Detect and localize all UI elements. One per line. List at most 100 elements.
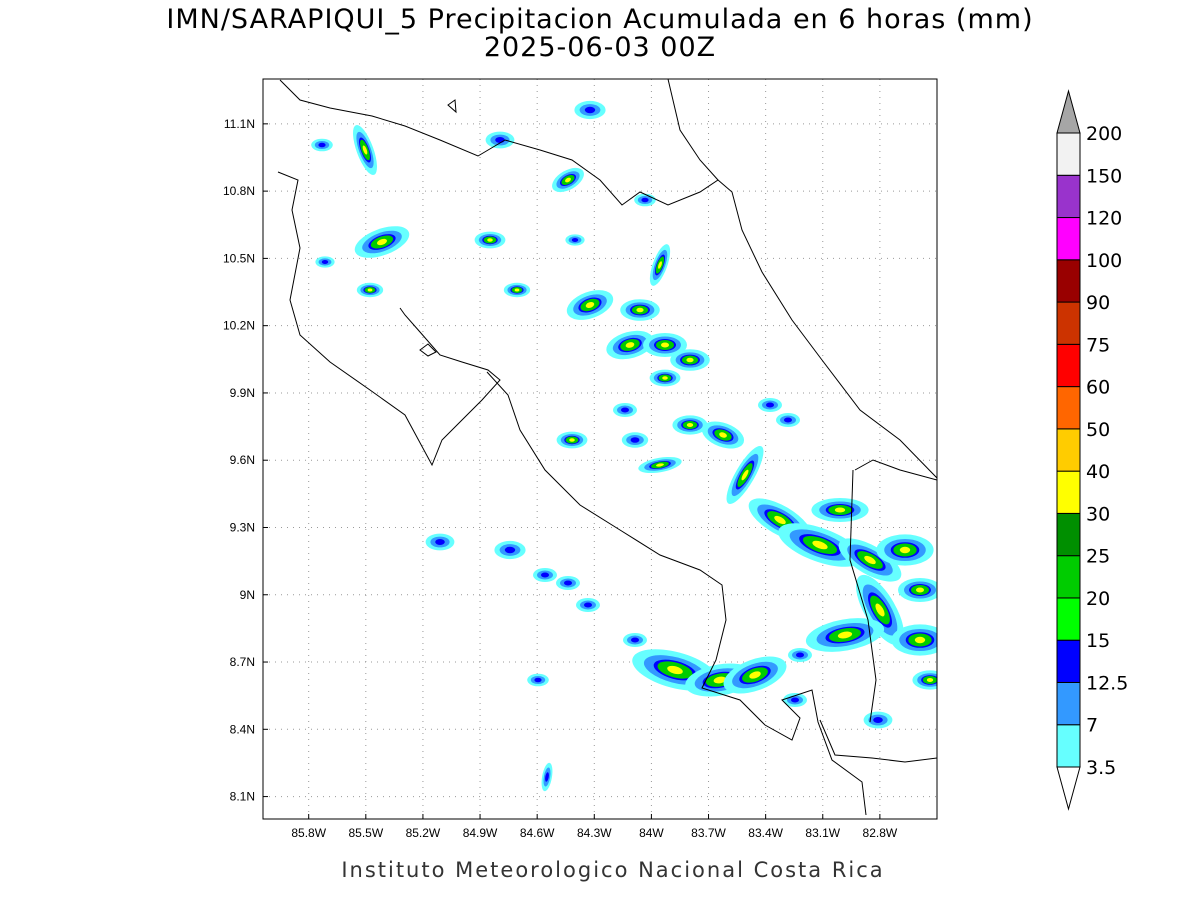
footer: Instituto Meteorologico Nacional Costa R… — [341, 858, 884, 882]
rain-cell — [350, 219, 414, 265]
rain-cell — [621, 432, 649, 448]
lon-tick-label: 84.9W — [463, 826, 498, 840]
colorbar-arrow-high — [1056, 89, 1081, 134]
colorbar-band — [1056, 470, 1081, 514]
rain-cell — [898, 578, 937, 602]
lon-tick-label: 84.3W — [577, 826, 612, 840]
rain-cell — [863, 711, 893, 729]
colorbar-band — [1056, 386, 1081, 430]
colorbar-label: 30 — [1086, 503, 1110, 525]
rain-cell — [348, 122, 382, 178]
rain-cell — [576, 598, 600, 612]
lat-tick-label: 9.6N — [230, 453, 255, 467]
colorbar-band — [1056, 512, 1081, 557]
rain-cell — [758, 398, 782, 412]
rain-cell — [533, 568, 557, 582]
rain-cell — [547, 162, 589, 198]
rain-cell — [425, 533, 455, 551]
lon-tick-label: 85.8W — [291, 826, 326, 840]
coastline — [667, 79, 719, 181]
coastline — [486, 371, 867, 816]
colorbar-label: 15 — [1086, 630, 1110, 652]
colorbar-label: 60 — [1086, 377, 1110, 399]
coastline — [277, 171, 501, 467]
rain-cell — [649, 369, 681, 387]
rain-cell — [645, 241, 675, 289]
rain-cell — [311, 138, 333, 152]
colorbar-band — [1056, 259, 1081, 303]
colorbar-band — [1056, 343, 1081, 388]
colorbar-label: 150 — [1086, 165, 1122, 187]
rain-cell — [720, 441, 770, 509]
colorbar-band — [1056, 301, 1081, 345]
rain-cell — [891, 624, 937, 656]
rain-cell — [620, 299, 660, 321]
rain-cell — [556, 576, 580, 590]
lon-tick-label: 83.7W — [691, 826, 726, 840]
colorbar-band — [1056, 428, 1081, 472]
coastline — [819, 719, 937, 763]
lat-tick-label: 10.2N — [223, 319, 255, 333]
rain-cell — [565, 234, 585, 246]
rain-cell — [503, 282, 531, 298]
lon-tick-label: 82.8W — [863, 826, 898, 840]
rain-cell — [356, 282, 384, 298]
rain-cell — [474, 231, 506, 249]
border — [849, 459, 937, 723]
lat-tick-label: 8.4N — [230, 722, 255, 736]
rain-cell — [637, 454, 683, 476]
colorbar-band — [1056, 132, 1081, 176]
colorbar: 3.5 7 12.5 15 20 25 30 40 50 60 75 90 100 120 150 200 — [1056, 89, 1128, 811]
lon-tick-label: 85.2W — [406, 826, 441, 840]
colorbar-band — [1056, 174, 1081, 219]
colorbar-label: 100 — [1086, 250, 1122, 272]
colorbar-label: 75 — [1086, 334, 1110, 356]
rain-cell — [485, 131, 515, 149]
lat-tick-label: 8.7N — [230, 655, 255, 669]
lat-tick-label: 8.1N — [230, 790, 255, 804]
rain-cell — [556, 431, 588, 449]
colorbar-band — [1056, 597, 1081, 641]
rain-cell — [788, 648, 812, 662]
rain-cell — [634, 193, 656, 207]
map-title: IMN/SARAPIQUI_5 Precipitacion Acumulada … — [166, 4, 1033, 35]
rain-cell — [562, 284, 618, 326]
lat-tick-label: 10.5N — [223, 251, 255, 265]
precipitation-field — [311, 100, 937, 793]
lat-tick-label: 9.9N — [230, 386, 255, 400]
rain-cell — [527, 673, 549, 687]
rain-cell — [494, 540, 526, 560]
coastline — [419, 99, 457, 357]
colorbar-label: 40 — [1086, 461, 1110, 483]
colorbar-arrow-low — [1056, 766, 1081, 811]
colorbar-label: 50 — [1086, 419, 1110, 441]
lat-tick-label: 10.8N — [223, 184, 255, 198]
rain-cell — [613, 403, 637, 417]
coastlines — [277, 79, 937, 816]
colorbar-label: 20 — [1086, 588, 1110, 610]
lon-tick-label: 83.4W — [748, 826, 783, 840]
lat-tick-label: 9N — [240, 588, 255, 602]
rain-cell — [811, 498, 869, 522]
lat-tick-label: 11.1N — [224, 117, 255, 131]
lat-tick-label: 9.3N — [230, 520, 255, 534]
lon-tick-label: 84W — [639, 826, 664, 840]
colorbar-label: 7 — [1086, 715, 1098, 737]
colorbar-band — [1056, 555, 1081, 599]
grid — [263, 79, 937, 819]
colorbar-band — [1056, 681, 1081, 726]
rain-cell — [776, 413, 800, 427]
rain-cell — [912, 670, 937, 690]
lon-tick-label: 84.6W — [520, 826, 555, 840]
coastline — [279, 79, 937, 479]
lon-tick-label: 85.5W — [348, 826, 383, 840]
rain-cell — [670, 349, 710, 371]
map-frame — [262, 78, 938, 820]
colorbar-label: 25 — [1086, 546, 1110, 568]
rain-cell — [623, 633, 647, 647]
map-subtitle: 2025-06-03 00Z — [484, 32, 716, 63]
colorbar-label: 3.5 — [1086, 757, 1116, 779]
lon-tick-label: 83.1W — [805, 826, 840, 840]
